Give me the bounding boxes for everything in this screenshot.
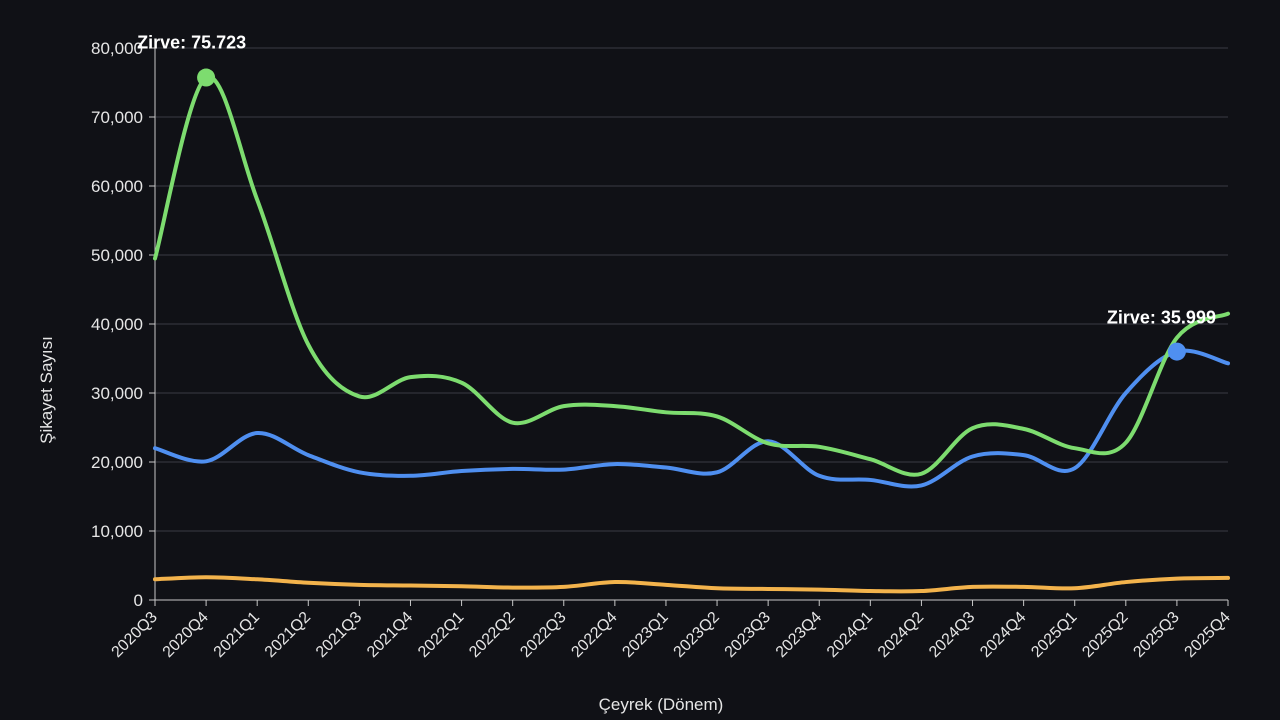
- y-tick-label: 60,000: [91, 177, 143, 196]
- y-tick-label: 50,000: [91, 246, 143, 265]
- x-tick-label: 2023Q1: [619, 609, 671, 661]
- peak-label: Zirve: 75.723: [137, 33, 246, 53]
- y-tick-label: 20,000: [91, 453, 143, 472]
- x-tick-label: 2024Q1: [824, 609, 876, 661]
- y-tick-label: 30,000: [91, 384, 143, 403]
- x-tick-label: 2020Q4: [160, 609, 212, 661]
- x-tick-label: 2024Q2: [875, 609, 927, 661]
- x-tick-label: 2022Q4: [568, 609, 620, 661]
- grid-lines: [155, 47, 1228, 532]
- x-tick-label: 2022Q1: [415, 609, 467, 661]
- y-tick-label: 70,000: [91, 108, 143, 127]
- x-tick-label: 2023Q3: [722, 609, 774, 661]
- x-tick-label: 2024Q4: [977, 609, 1029, 661]
- blue-series-line: [153, 348, 1230, 489]
- green-series-line: [153, 74, 1230, 477]
- y-tick-label: 80,000: [91, 39, 143, 58]
- x-tick-label: 2020Q3: [109, 609, 161, 661]
- x-tick-label: 2025Q4: [1182, 609, 1234, 661]
- peak-marker: [197, 68, 216, 87]
- x-tick-label: 2025Q3: [1130, 609, 1182, 661]
- x-tick-label: 2024Q3: [926, 609, 978, 661]
- y-axis-title: Şikayet Sayısı: [37, 336, 56, 444]
- orange-series-line: [153, 575, 1230, 594]
- x-tick-label: 2021Q3: [313, 609, 365, 661]
- x-tick-label: 2023Q4: [773, 609, 825, 661]
- y-tick-label: 10,000: [91, 522, 143, 541]
- peak-marker: [1167, 342, 1186, 361]
- x-tick-label: 2021Q1: [211, 609, 263, 661]
- x-tick-label: 2022Q3: [517, 609, 569, 661]
- x-tick-label: 2021Q4: [364, 609, 416, 661]
- x-tick-label: 2023Q2: [671, 609, 723, 661]
- x-axis-title: Çeyrek (Dönem): [599, 695, 724, 714]
- axes: 0 10,000 20,000 30,000 40,000 50,000 60,000 70,…: [91, 39, 1234, 661]
- y-tick-label: 40,000: [91, 315, 143, 334]
- x-tick-label: 2021Q2: [262, 609, 314, 661]
- y-tick-label: 0: [134, 591, 143, 610]
- x-tick-label: 2022Q2: [466, 609, 518, 661]
- series-layer: [153, 74, 1230, 594]
- x-tick-label: 2025Q2: [1079, 609, 1131, 661]
- annotations: Zirve: 75.723 Zirve: 35.999: [137, 33, 1216, 361]
- x-tick-label: 2025Q1: [1028, 609, 1080, 661]
- peak-label: Zirve: 35.999: [1107, 308, 1216, 328]
